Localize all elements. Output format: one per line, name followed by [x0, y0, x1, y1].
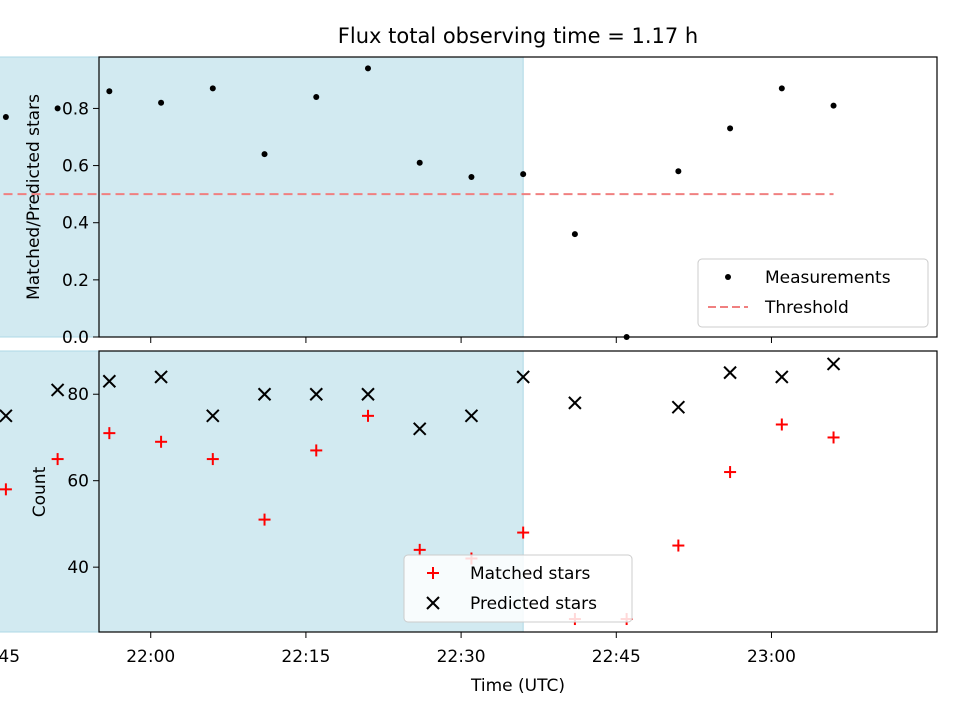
- legend-matched-marker: [427, 567, 439, 579]
- measurements-point: [468, 174, 475, 180]
- legend-predicted-marker: [426, 596, 440, 610]
- measurements-point: [727, 125, 734, 132]
- matched-stars-point: [775, 418, 788, 431]
- bottom-axes-frame: [98, 350, 938, 633]
- predicted-stars-point: [775, 370, 789, 384]
- bottom-legend-box: [403, 554, 633, 623]
- top-y-tick-label: 0.2: [62, 271, 89, 291]
- measurements-point: [54, 105, 61, 112]
- top-y-tick-label: 0.4: [62, 214, 89, 234]
- measurements-point: [106, 88, 113, 95]
- bottom-y-axis-label: Count: [30, 466, 50, 517]
- predicted-stars-point: [568, 396, 582, 410]
- measurements-point: [416, 159, 423, 166]
- matched-stars-point: [103, 427, 116, 440]
- top-observing-interval-shade: [0, 56, 524, 338]
- matched-stars-point: [361, 409, 374, 422]
- measurements-point: [313, 94, 320, 100]
- measurements-point: [2, 114, 9, 120]
- predicted-stars-point: [723, 365, 737, 380]
- x-tick-label: 22:30: [437, 647, 486, 667]
- predicted-stars-point: [464, 409, 479, 423]
- predicted-stars-point: [257, 387, 272, 401]
- predicted-stars-point: [0, 409, 13, 423]
- top-axes-frame: [98, 56, 938, 338]
- predicted-stars-point: [102, 374, 117, 388]
- x-tick-label: 22:15: [281, 647, 330, 667]
- top-y-axis-label: Matched/Predicted stars: [24, 94, 44, 300]
- matched-stars-point: [672, 539, 685, 552]
- measurements-point: [830, 102, 837, 109]
- x-tick-label: 21:45: [0, 647, 20, 667]
- bot-y-tick-label: 40: [67, 558, 89, 578]
- predicted-stars-point: [361, 387, 375, 401]
- bot-y-tick-label: 60: [67, 472, 89, 492]
- matched-stars-point: [827, 431, 840, 444]
- matched-stars-point: [206, 453, 219, 466]
- matched-stars-point: [310, 444, 323, 457]
- top-legend-box: [697, 258, 929, 328]
- measurements-point: [520, 171, 527, 178]
- matched-stars-point: [258, 513, 271, 526]
- measurements-point: [675, 168, 682, 175]
- top-y-tick-label: 0.0: [62, 328, 89, 348]
- x-axis-label: Time (UTC): [470, 676, 565, 696]
- x-tick-label: 22:45: [592, 647, 641, 667]
- legend-measurements-label: Measurements: [765, 268, 891, 288]
- predicted-stars-point: [206, 409, 220, 423]
- measurements-point: [209, 85, 216, 92]
- predicted-stars-point: [309, 387, 323, 401]
- x-tick-label: 22:00: [126, 647, 175, 667]
- measurements-point: [364, 65, 371, 72]
- matched-stars-point: [724, 466, 737, 479]
- matched-stars-point: [413, 543, 426, 556]
- legend-measurements-marker: [725, 274, 731, 280]
- predicted-stars-point: [826, 357, 841, 371]
- x-tick-label: 23:00: [747, 647, 796, 667]
- top-y-tick-label: 0.6: [62, 157, 89, 177]
- matched-stars-point: [517, 526, 530, 539]
- predicted-stars-point: [154, 370, 168, 384]
- predicted-stars-point: [413, 422, 427, 436]
- top-panel: 0.00.20.40.60.8 Matched/Predicted stars …: [0, 56, 938, 348]
- measurements-point: [778, 85, 785, 92]
- chart-title: Flux total observing time = 1.17 h: [338, 24, 698, 48]
- top-y-tick-label: 0.8: [62, 99, 89, 119]
- matched-stars-point: [51, 453, 64, 466]
- measurements-point: [571, 231, 578, 238]
- matched-stars-point: [0, 483, 12, 496]
- measurements-point: [158, 99, 165, 106]
- legend-threshold-label: Threshold: [764, 298, 849, 318]
- bot-y-tick-label: 80: [67, 385, 89, 405]
- measurements-point: [261, 151, 268, 158]
- matched-stars-point: [155, 435, 168, 448]
- predicted-stars-point: [516, 370, 530, 384]
- predicted-stars-point: [50, 383, 65, 397]
- top-legend: Measurements Threshold: [697, 258, 929, 328]
- bottom-legend: Matched stars Predicted stars: [403, 554, 633, 623]
- legend-matched-label: Matched stars: [470, 564, 590, 584]
- legend-predicted-label: Predicted stars: [470, 594, 597, 614]
- predicted-stars-point: [671, 400, 686, 414]
